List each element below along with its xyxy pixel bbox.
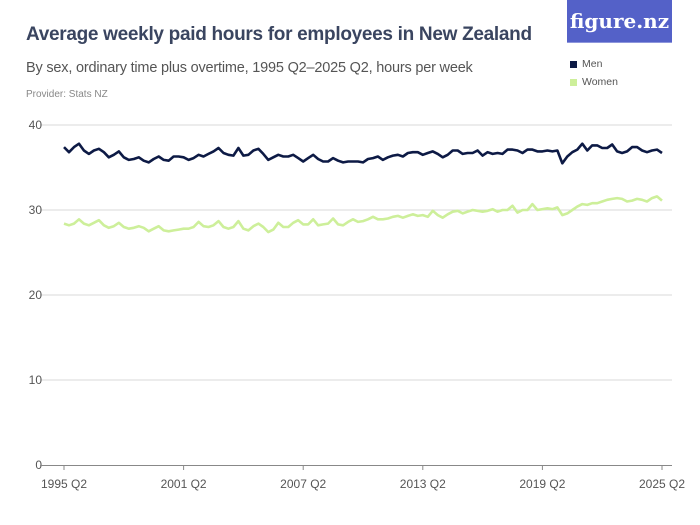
legend-label-women: Women: [582, 76, 618, 88]
y-tick-label: 10: [29, 373, 43, 387]
provider-label: Provider: Stats NZ: [26, 89, 108, 100]
legend-label-men: Men: [582, 58, 603, 70]
legend-item-women: Women: [570, 76, 618, 88]
x-tick-label: 2007 Q2: [280, 477, 326, 491]
series-line-men: [63, 142, 663, 165]
x-tick-label: 1995 Q2: [41, 477, 87, 491]
y-tick-label: 0: [35, 458, 42, 472]
y-tick-label: 40: [29, 118, 43, 132]
x-tick-label: 2013 Q2: [400, 477, 446, 491]
x-tick-label: 2025 Q2: [639, 477, 685, 491]
chart-title: Average weekly paid hours for employees …: [26, 24, 532, 45]
legend-item-men: Men: [570, 58, 602, 70]
chart-subtitle: By sex, ordinary time plus overtime, 199…: [26, 60, 473, 76]
x-tick-label: 2019 Q2: [519, 477, 565, 491]
logo-text: figure.nz: [569, 9, 670, 33]
legend-swatch-men: [570, 60, 577, 68]
figure-nz-logo[interactable]: figure.nz: [567, 0, 672, 43]
legend-swatch-women: [570, 78, 577, 86]
y-tick-label: 20: [29, 288, 43, 302]
x-tick-label: 2001 Q2: [161, 477, 207, 491]
series-line-women: [63, 195, 663, 234]
y-tick-label: 30: [29, 203, 43, 217]
